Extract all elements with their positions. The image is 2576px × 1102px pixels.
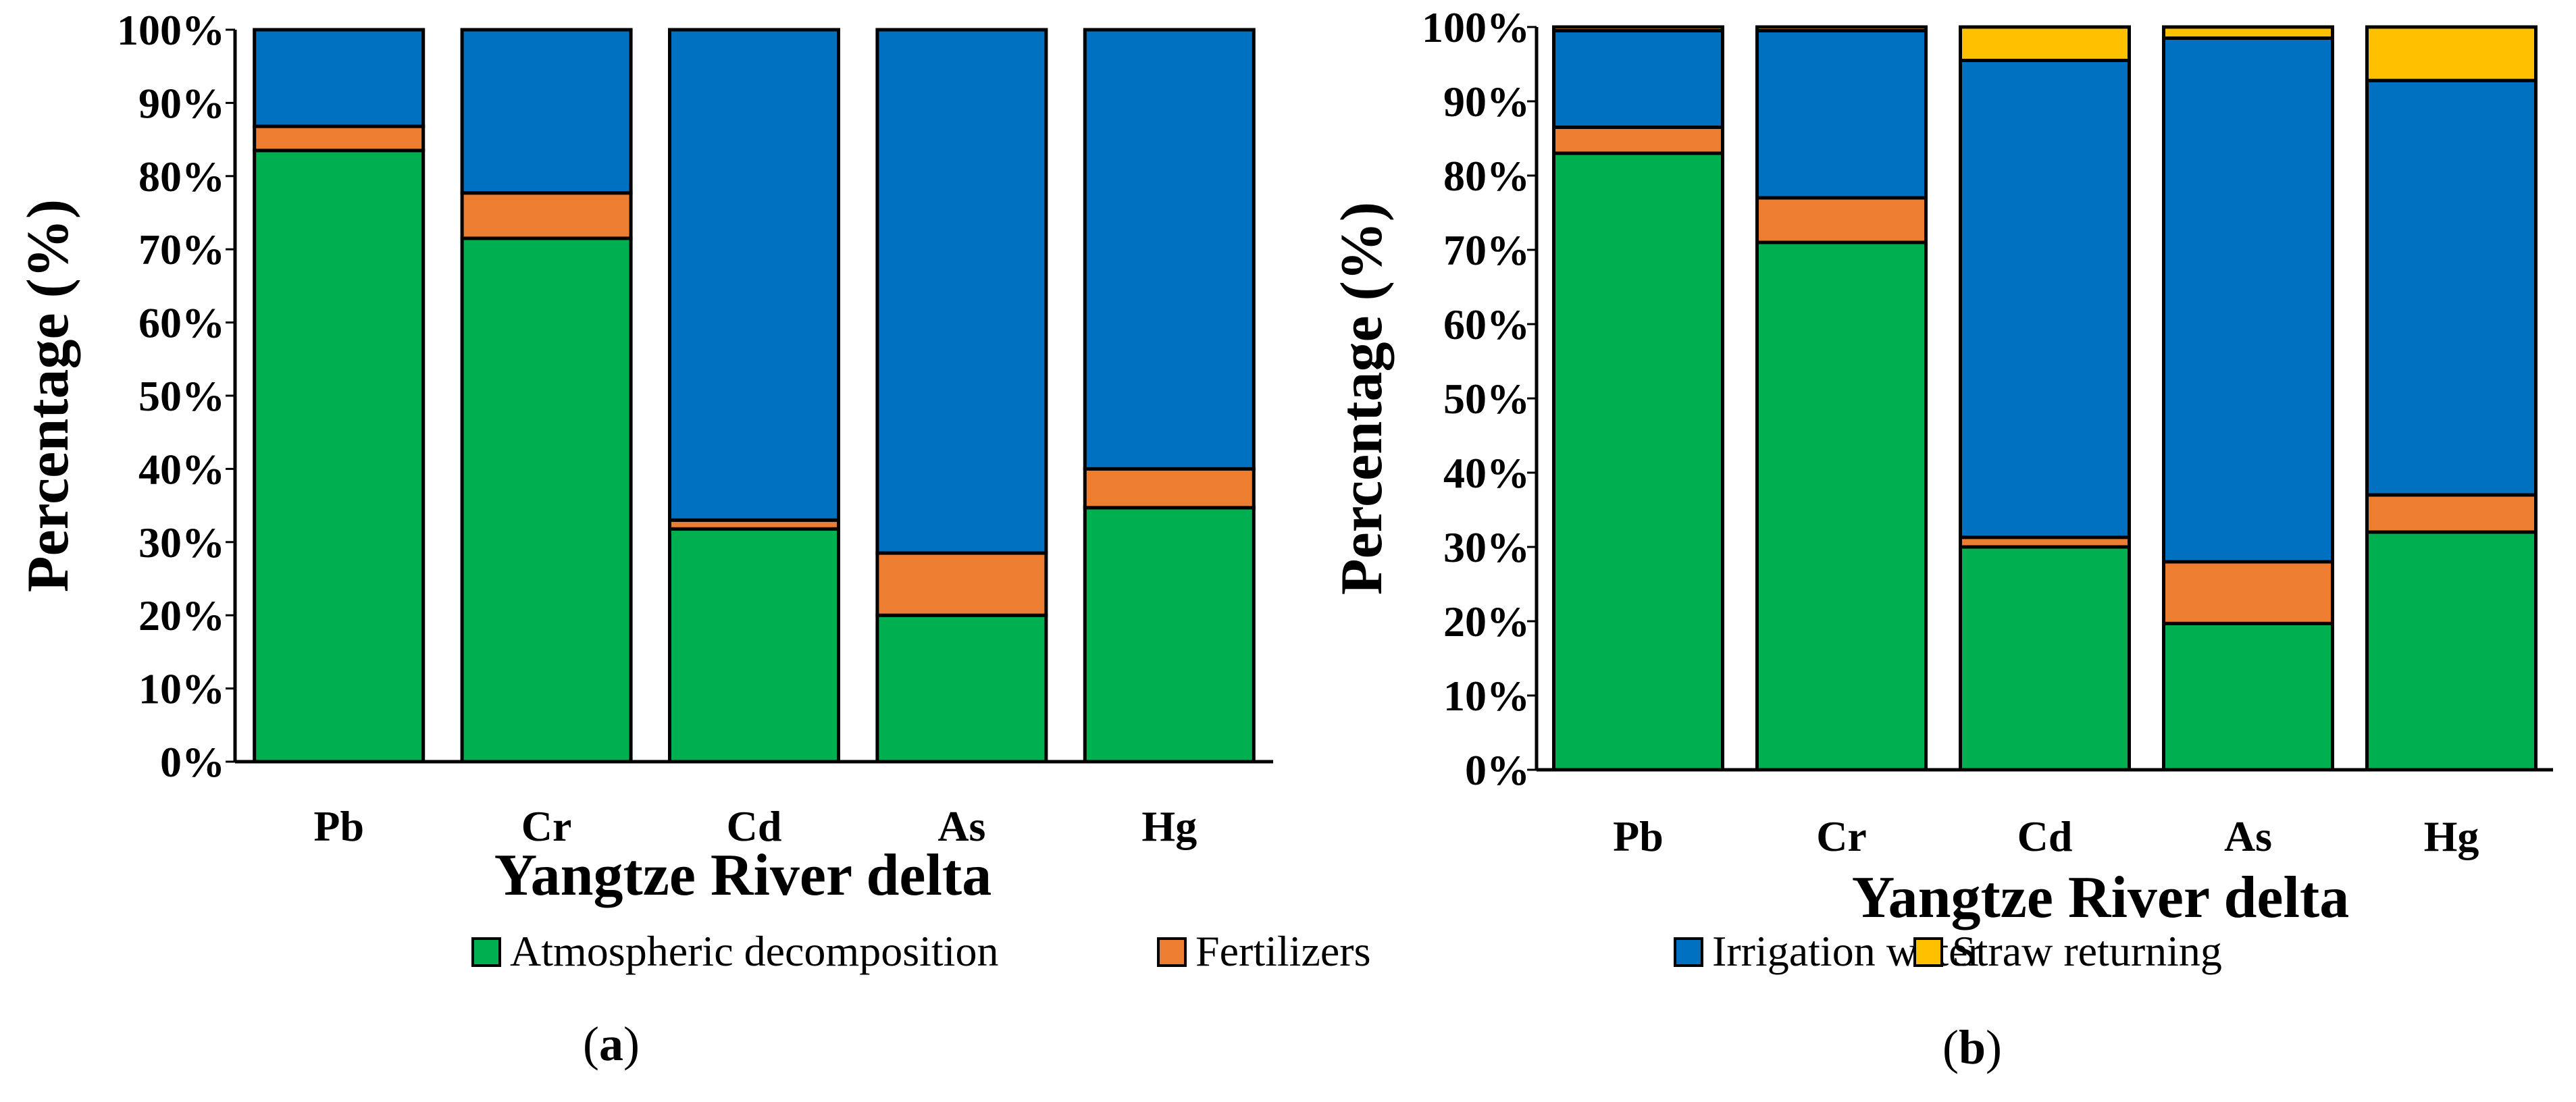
legend-swatch-irrigation-water xyxy=(1674,937,1703,967)
y-axis-title: Percentage (%) xyxy=(16,199,81,592)
y-tick-label: 50% xyxy=(138,372,225,420)
category-label-pb: Pb xyxy=(313,802,364,850)
y-tick-label: 10% xyxy=(1443,672,1530,720)
y-tick-label: 0% xyxy=(1465,746,1530,794)
category-label-hg: Hg xyxy=(2424,812,2479,860)
bar-cd-irrigation-water xyxy=(1959,59,2131,540)
panel-label: (a) xyxy=(583,1017,640,1071)
y-tick-label: 0% xyxy=(160,738,225,786)
y-axis-title: Percentage (%) xyxy=(1329,202,1395,595)
bar-cr-fertilizers xyxy=(1755,196,1928,244)
bar-cr-fertilizers xyxy=(460,191,633,240)
bar-cr-straw-returning xyxy=(1755,25,1928,32)
bar-pb-fertilizers xyxy=(253,124,426,153)
y-tick-label: 70% xyxy=(1443,226,1530,274)
bar-as-irrigation-water xyxy=(875,28,1048,555)
bar-as-irrigation-water xyxy=(2162,36,2334,564)
bar-hg-fertilizers xyxy=(1083,467,1256,510)
legend-label-fertilizers: Fertilizers xyxy=(1195,927,1370,975)
bar-cd-straw-returning xyxy=(1959,25,2131,62)
legend-label-straw-returning: Straw returning xyxy=(1952,927,2222,975)
bar-cr-irrigation-water xyxy=(460,28,633,195)
bar-pb-irrigation-water xyxy=(1552,29,1724,129)
x-axis-title: Yangtze River delta xyxy=(1852,865,2349,930)
legend: Atmospheric decomposition Fertilizers Irri… xyxy=(471,927,2222,975)
y-tick-label: 20% xyxy=(138,592,225,639)
y-tick-label: 80% xyxy=(1443,152,1530,200)
y-tick-label: 90% xyxy=(138,79,225,127)
x-axis-title: Yangtze River delta xyxy=(494,843,991,908)
category-label-pb: Pb xyxy=(1613,812,1664,860)
bar-hg-irrigation-water xyxy=(2365,78,2538,497)
y-tick-label: 30% xyxy=(138,519,225,567)
y-tick-label: 60% xyxy=(1443,300,1530,348)
y-tick-label: 40% xyxy=(1443,449,1530,497)
bar-hg-atmospheric-decomposition xyxy=(2365,530,2538,772)
y-tick-label: 100% xyxy=(1422,3,1530,51)
bar-cd-atmospheric-decomposition xyxy=(1959,545,2131,772)
bar-as-fertilizers xyxy=(875,551,1048,617)
bar-hg-irrigation-water xyxy=(1083,28,1256,471)
category-label-as: As xyxy=(937,802,985,850)
y-tick-label: 10% xyxy=(138,665,225,713)
bar-cd-irrigation-water xyxy=(668,28,840,522)
category-label-as: As xyxy=(2224,812,2272,860)
bar-pb-straw-returning xyxy=(1552,25,1724,32)
category-label-cr: Cr xyxy=(1816,812,1867,860)
bar-hg-straw-returning xyxy=(2365,25,2538,82)
y-tick-label: 30% xyxy=(1443,523,1530,571)
category-label-cd: Cd xyxy=(2017,812,2073,860)
bar-hg-atmospheric-decomposition xyxy=(1083,506,1256,764)
y-tick-label: 60% xyxy=(138,299,225,347)
y-tick-label: 20% xyxy=(1443,598,1530,646)
bar-cr-atmospheric-decomposition xyxy=(460,236,633,764)
legend-swatch-atmospheric-decomposition xyxy=(471,937,501,967)
bar-as-fertilizers xyxy=(2162,560,2334,625)
y-tick-label: 40% xyxy=(138,445,225,493)
bar-as-straw-returning xyxy=(2162,25,2334,40)
bar-cr-irrigation-water xyxy=(1755,29,1928,200)
chart-panel-b: 0% 10% 20% 30% 40% 50% 60% 70% 80% 90% 100% Pb Cr Cd A… xyxy=(1329,3,2553,1074)
y-tick-label: 70% xyxy=(138,226,225,273)
legend-label-atmospheric-decomposition: Atmospheric decomposition xyxy=(510,927,998,975)
bar-pb-fertilizers xyxy=(1552,126,1724,155)
y-tick-label: 50% xyxy=(1443,375,1530,423)
bar-cd-atmospheric-decomposition xyxy=(668,527,840,764)
bar-as-atmospheric-decomposition xyxy=(2162,621,2334,772)
chart-panel-a: 0% 10% 20% 30% 40% 50% 60% 70% 80% 90% 100% Pb Cr Cd A… xyxy=(16,6,1273,1071)
category-label-cr: Cr xyxy=(521,802,572,850)
bar-cr-atmospheric-decomposition xyxy=(1755,240,1928,772)
bar-as-atmospheric-decomposition xyxy=(875,613,1048,764)
bar-pb-atmospheric-decomposition xyxy=(1552,151,1724,772)
legend-swatch-straw-returning xyxy=(1913,937,1943,967)
category-label-cd: Cd xyxy=(727,802,782,850)
category-label-hg: Hg xyxy=(1141,802,1197,850)
bar-pb-irrigation-water xyxy=(253,28,426,128)
bar-hg-fertilizers xyxy=(2365,493,2538,534)
y-tick-label: 80% xyxy=(138,153,225,201)
bar-pb-atmospheric-decomposition xyxy=(253,149,426,764)
y-tick-label: 90% xyxy=(1443,78,1530,126)
legend-swatch-fertilizers xyxy=(1157,937,1187,967)
y-tick-label: 100% xyxy=(117,6,225,54)
panel-label: (b) xyxy=(1942,1020,2002,1074)
